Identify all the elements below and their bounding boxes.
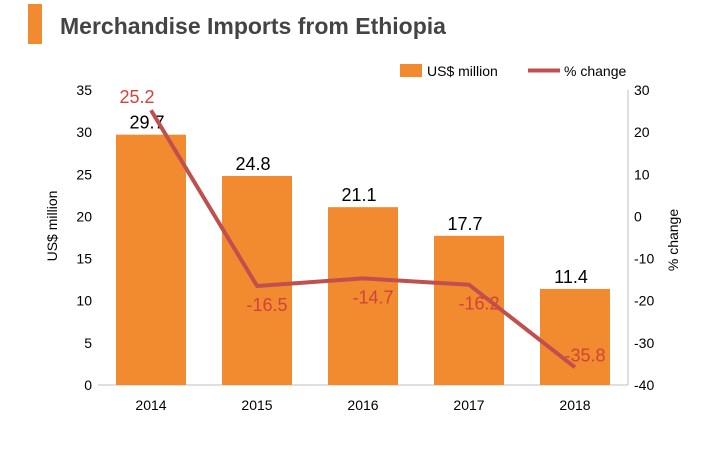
line-value-label: 25.2 bbox=[119, 87, 154, 107]
bar bbox=[434, 235, 504, 385]
title-accent-bar bbox=[28, 4, 42, 44]
legend: US$ million % change bbox=[400, 63, 626, 79]
line-value-label: -35.8 bbox=[564, 345, 605, 365]
y-axis-label-left: US$ million bbox=[44, 191, 60, 262]
y-tick-label-left: 20 bbox=[76, 208, 92, 224]
y-tick-label-left: 0 bbox=[84, 377, 92, 393]
y-tick-label-right: -10 bbox=[634, 251, 654, 267]
y-tick-label-right: -40 bbox=[634, 377, 654, 393]
bar-value-label: 24.8 bbox=[235, 154, 270, 174]
x-tick-label: 2018 bbox=[559, 397, 590, 413]
y-tick-label-right: -20 bbox=[634, 293, 654, 309]
bar bbox=[328, 207, 398, 385]
legend-label-line: % change bbox=[564, 63, 626, 79]
line-value-label: -14.7 bbox=[352, 287, 393, 307]
x-tick-label: 2015 bbox=[241, 397, 272, 413]
y-tick-label-left: 15 bbox=[76, 251, 92, 267]
y-tick-label-left: 25 bbox=[76, 166, 92, 182]
line-value-label: -16.2 bbox=[458, 294, 499, 314]
line-series bbox=[149, 109, 577, 369]
y-axis-label-right: % change bbox=[665, 209, 681, 271]
bar-value-label: 17.7 bbox=[447, 214, 482, 234]
bar-value-label: 21.1 bbox=[341, 185, 376, 205]
axes: 0 5 10 15 20 25 30 35 -40 -30 -20 -10 0 10 20 30 2014 201… bbox=[76, 82, 654, 413]
bar bbox=[540, 288, 610, 385]
y-tick-label-right: 10 bbox=[634, 166, 650, 182]
chart-title: Merchandise Imports from Ethiopia bbox=[60, 13, 446, 39]
y-tick-label-right: 0 bbox=[634, 208, 642, 224]
legend-swatch-bars bbox=[400, 64, 422, 77]
legend-label-bars: US$ million bbox=[427, 63, 498, 79]
y-tick-label-right: -30 bbox=[634, 335, 654, 351]
bar bbox=[116, 134, 186, 385]
y-tick-label-left: 30 bbox=[76, 124, 92, 140]
x-tick-label: 2017 bbox=[453, 397, 484, 413]
line-layer bbox=[149, 109, 577, 369]
y-tick-label-left: 5 bbox=[84, 335, 92, 351]
bar-labels: 29.724.821.117.711.4 bbox=[129, 113, 587, 287]
y-tick-label-right: 20 bbox=[634, 124, 650, 140]
bar bbox=[222, 175, 292, 385]
bars bbox=[116, 134, 610, 385]
x-tick-label: 2014 bbox=[135, 397, 166, 413]
y-tick-label-left: 35 bbox=[76, 82, 92, 98]
y-tick-label-left: 10 bbox=[76, 293, 92, 309]
x-tick-label: 2016 bbox=[347, 397, 378, 413]
bar-value-label: 11.4 bbox=[554, 267, 588, 287]
y-tick-label-right: 30 bbox=[634, 82, 650, 98]
line-labels: 25.2 -16.5 -14.7 -16.2 -35.8 bbox=[119, 87, 605, 365]
line-value-label: -16.5 bbox=[246, 295, 287, 315]
